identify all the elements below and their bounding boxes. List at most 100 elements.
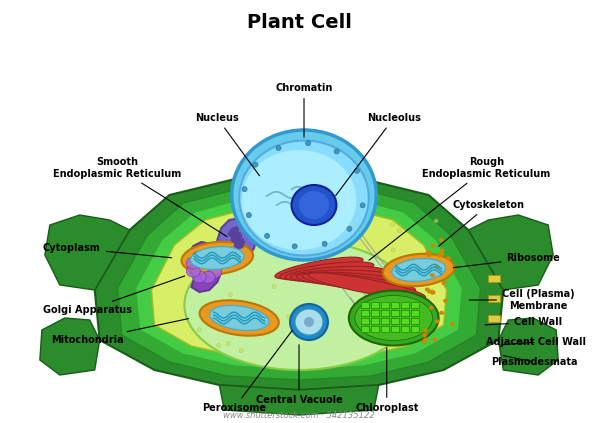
Ellipse shape — [247, 213, 251, 217]
Ellipse shape — [290, 270, 395, 284]
Ellipse shape — [305, 140, 311, 146]
Ellipse shape — [421, 331, 424, 335]
Bar — [361, 310, 369, 316]
Ellipse shape — [434, 265, 439, 269]
Ellipse shape — [292, 185, 337, 225]
Text: Cell Wall: Cell Wall — [485, 317, 562, 327]
Ellipse shape — [253, 162, 258, 167]
Ellipse shape — [439, 238, 444, 242]
Ellipse shape — [423, 338, 428, 341]
Bar — [371, 302, 379, 308]
Bar — [361, 318, 369, 324]
Polygon shape — [217, 218, 257, 264]
Polygon shape — [469, 215, 553, 290]
Bar — [410, 302, 419, 308]
Ellipse shape — [201, 271, 215, 283]
Polygon shape — [233, 238, 245, 250]
Ellipse shape — [391, 222, 394, 226]
Polygon shape — [118, 186, 481, 380]
Ellipse shape — [292, 244, 297, 249]
Bar — [371, 326, 379, 332]
Bar — [381, 326, 389, 332]
Ellipse shape — [360, 203, 365, 208]
Ellipse shape — [290, 304, 328, 340]
Text: Mitochondria: Mitochondria — [52, 319, 188, 345]
Ellipse shape — [281, 231, 285, 235]
Ellipse shape — [190, 247, 244, 269]
Ellipse shape — [201, 251, 215, 263]
Ellipse shape — [296, 272, 406, 288]
Ellipse shape — [311, 305, 315, 308]
Text: Cytoskeleton: Cytoskeleton — [439, 200, 524, 246]
Ellipse shape — [430, 244, 435, 248]
Ellipse shape — [439, 252, 444, 256]
Bar — [361, 326, 369, 332]
Ellipse shape — [226, 342, 230, 346]
Ellipse shape — [217, 343, 221, 347]
Ellipse shape — [355, 296, 433, 341]
Polygon shape — [499, 318, 558, 375]
Ellipse shape — [232, 130, 376, 260]
Ellipse shape — [426, 250, 431, 254]
Ellipse shape — [437, 253, 442, 257]
Bar — [391, 326, 398, 332]
Ellipse shape — [423, 328, 428, 332]
Text: Plant Cell: Plant Cell — [247, 13, 352, 31]
Bar — [488, 315, 500, 322]
Text: Adjacent Cell Wall: Adjacent Cell Wall — [486, 337, 586, 347]
Text: Nucleolus: Nucleolus — [335, 113, 421, 196]
Ellipse shape — [276, 146, 281, 151]
Ellipse shape — [304, 317, 314, 327]
Text: Smooth
Endoplasmic Reticulum: Smooth Endoplasmic Reticulum — [53, 157, 227, 236]
Ellipse shape — [242, 187, 247, 192]
Ellipse shape — [433, 338, 437, 342]
Ellipse shape — [349, 291, 439, 346]
Ellipse shape — [184, 240, 413, 370]
Text: Golgi Apparatus: Golgi Apparatus — [43, 276, 185, 315]
Ellipse shape — [392, 258, 445, 281]
Ellipse shape — [350, 284, 354, 288]
Ellipse shape — [439, 248, 445, 253]
Ellipse shape — [317, 269, 322, 273]
Ellipse shape — [235, 219, 239, 223]
Ellipse shape — [435, 319, 440, 323]
Ellipse shape — [295, 309, 323, 335]
Text: Chromatin: Chromatin — [275, 83, 332, 137]
Text: Cell (Plasma)
Membrane: Cell (Plasma) Membrane — [469, 289, 575, 311]
Polygon shape — [40, 318, 100, 375]
Ellipse shape — [316, 224, 320, 228]
Text: Plasmodesmata: Plasmodesmata — [491, 356, 578, 367]
Text: Central Vacuole: Central Vacuole — [256, 345, 343, 405]
Ellipse shape — [430, 290, 436, 294]
Text: Rough
Endoplasmic Reticulum: Rough Endoplasmic Reticulum — [369, 157, 551, 260]
Ellipse shape — [422, 333, 427, 337]
Ellipse shape — [250, 328, 254, 332]
Ellipse shape — [418, 272, 422, 275]
Ellipse shape — [197, 328, 201, 332]
Bar — [410, 310, 419, 316]
Bar — [401, 326, 409, 332]
Ellipse shape — [242, 150, 356, 250]
Ellipse shape — [299, 191, 329, 219]
Ellipse shape — [251, 224, 255, 228]
Ellipse shape — [434, 219, 438, 223]
Ellipse shape — [239, 140, 369, 255]
Ellipse shape — [386, 294, 390, 298]
Bar — [410, 326, 419, 332]
Ellipse shape — [430, 289, 434, 293]
Ellipse shape — [425, 288, 430, 291]
Bar — [401, 302, 409, 308]
Ellipse shape — [442, 281, 446, 286]
Ellipse shape — [410, 293, 414, 297]
Text: Ribosome: Ribosome — [453, 253, 560, 268]
Bar — [381, 318, 389, 324]
Ellipse shape — [209, 305, 269, 330]
Ellipse shape — [302, 273, 416, 293]
Text: Cytoplasm: Cytoplasm — [43, 243, 172, 258]
Bar — [361, 302, 369, 308]
Polygon shape — [219, 385, 379, 415]
Polygon shape — [230, 232, 242, 244]
Ellipse shape — [427, 290, 432, 294]
Bar — [410, 318, 419, 324]
Ellipse shape — [347, 226, 352, 231]
